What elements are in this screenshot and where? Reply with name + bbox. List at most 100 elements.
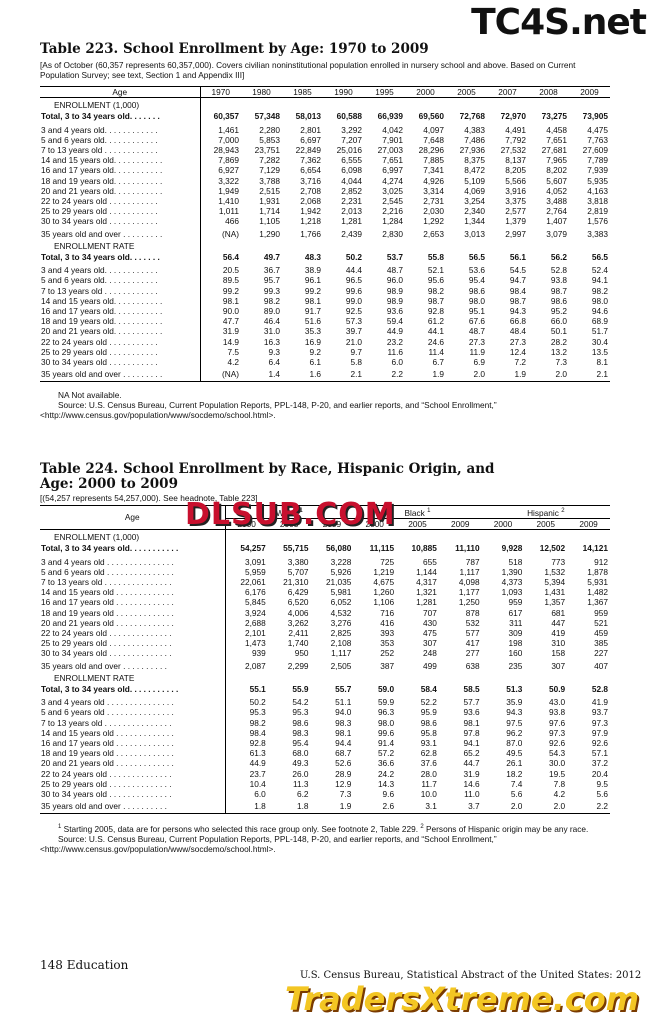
- cell: 407: [594, 660, 608, 671]
- section-heading: ENROLLMENT (1,000): [40, 529, 226, 543]
- cell: 1,260: [373, 587, 395, 598]
- column-header: 1990: [323, 85, 364, 99]
- data-row: 5 and 6 years old . . . . . . . . . . . …: [40, 566, 610, 577]
- header-row: Age White 1 Black 1 Hispanic 2: [40, 504, 610, 531]
- cell: 4,458: [546, 124, 567, 135]
- cell: 44.7: [463, 758, 480, 769]
- cell: 1,218: [300, 216, 321, 227]
- cell: 94.3: [509, 306, 526, 317]
- cell: 2,708: [300, 185, 321, 196]
- cell: 248: [423, 648, 437, 659]
- cell: 2,439: [341, 228, 362, 239]
- cell: 2,505: [330, 660, 352, 671]
- cell: 93.8: [550, 275, 567, 286]
- cell: 7,651: [382, 155, 403, 166]
- cell: 98.6: [468, 285, 485, 296]
- data-row: 5 and 6 years old . . . . . . . . . . . …: [40, 707, 610, 718]
- row-label: 30 to 34 years old . . . . . . . . . . .: [40, 357, 201, 368]
- cell: 2,280: [259, 124, 280, 135]
- column-header: 2008: [528, 85, 569, 99]
- footnote-mark: 1: [299, 508, 303, 514]
- cell: 55.8: [427, 252, 444, 263]
- cell: 1,011: [218, 206, 239, 217]
- cell: 98.9: [386, 295, 403, 306]
- cell: 48.3: [304, 252, 321, 263]
- empty-cell: [446, 98, 487, 111]
- cell: 72,768: [459, 111, 485, 122]
- cell: 94.1: [463, 738, 480, 749]
- cell: 7,282: [259, 155, 280, 166]
- row-label: 7 to 13 years old . . . . . . . . . . . …: [40, 576, 226, 588]
- cell: 2,515: [259, 185, 280, 196]
- cell: 7.5: [227, 346, 239, 357]
- cell: 28,943: [213, 145, 239, 156]
- cell: 7.8: [553, 778, 566, 789]
- cell: 7.4: [510, 778, 523, 789]
- cell: 1,117: [459, 566, 480, 577]
- group-header: Black 1: [353, 505, 482, 519]
- data-row: 18 and 19 years old. . . . . . . . . . .…: [40, 316, 610, 327]
- cell: 3,254: [464, 196, 485, 207]
- cell: 1,281: [341, 216, 362, 227]
- cell: 94.0: [335, 707, 352, 718]
- cell: 447: [551, 617, 566, 628]
- row-label: 18 and 19 years old . . . . . . . . . . …: [40, 607, 226, 618]
- cell: 6.1: [309, 357, 321, 368]
- row-label: 14 and 15 years old . . . . . . . . . . …: [40, 587, 226, 598]
- empty-cell: [225, 671, 268, 683]
- cell: 7,648: [423, 134, 444, 145]
- cell: 9.5: [596, 778, 608, 789]
- column-header: 2000: [353, 518, 397, 531]
- cell: 96.3: [377, 707, 395, 718]
- cell: 2,731: [423, 196, 444, 207]
- cell: 2,830: [382, 228, 403, 239]
- row-label: 25 to 29 years old . . . . . . . . . . .: [40, 206, 201, 217]
- cell: 96.1: [304, 275, 321, 286]
- cell: 10.4: [249, 778, 266, 789]
- cell: 3,091: [245, 556, 266, 567]
- empty-cell: [439, 671, 482, 683]
- cell: 48.7: [468, 326, 485, 337]
- cell: 2.0: [524, 799, 568, 815]
- cell: 1.9: [310, 799, 354, 815]
- data-row: 35 years old and over . . . . . . . . .(…: [40, 367, 610, 383]
- cell: 1.4: [241, 367, 282, 383]
- cell: 57,348: [254, 111, 280, 122]
- header-row: Age 1970 1980 1985 1990 1995 2000 2005 2007 2008 2…: [40, 85, 610, 99]
- cell: 49.7: [263, 252, 280, 263]
- column-header: 2000: [481, 518, 525, 531]
- cell: 7,651: [546, 134, 567, 145]
- cell: 93.6: [386, 306, 403, 317]
- group-header: Hispanic 2: [481, 505, 610, 519]
- row-label: 35 years old and over . . . . . . . . .: [40, 226, 201, 239]
- column-header: 1985: [282, 85, 323, 99]
- cell: 95.1: [468, 306, 485, 317]
- cell: 3.7: [438, 799, 482, 815]
- cell: 56.1: [509, 252, 526, 263]
- cell: 18.2: [506, 768, 523, 779]
- cell: 6,654: [300, 165, 321, 176]
- cell: 1,219: [373, 566, 395, 577]
- cell: 1.9: [405, 367, 446, 383]
- cell: 52.1: [427, 265, 444, 276]
- empty-cell: [353, 671, 396, 683]
- cell: 3,916: [505, 185, 526, 196]
- cell: 65.2: [463, 748, 480, 759]
- cell: 51.3: [506, 684, 523, 695]
- cell: 2,801: [300, 124, 321, 135]
- data-row: 20 and 21 years old. . . . . . . . . . .…: [40, 185, 610, 197]
- cell: 521: [594, 617, 608, 628]
- empty-cell: [405, 98, 446, 111]
- cell: 21.0: [345, 336, 362, 347]
- cell: 1.9: [487, 367, 528, 383]
- cell: 28.0: [420, 768, 437, 779]
- cell: 4,491: [505, 124, 526, 135]
- cell: 28.2: [550, 336, 567, 347]
- cell: 20.4: [591, 768, 608, 779]
- row-label: 22 to 24 years old . . . . . . . . . . .: [40, 196, 201, 207]
- cell: 2,997: [505, 228, 526, 239]
- data-row: 35 years old and over . . . . . . . . .(…: [40, 226, 610, 239]
- cell: 1,290: [259, 228, 280, 239]
- cell: 1,106: [373, 597, 395, 608]
- cell: 98.1: [335, 727, 352, 738]
